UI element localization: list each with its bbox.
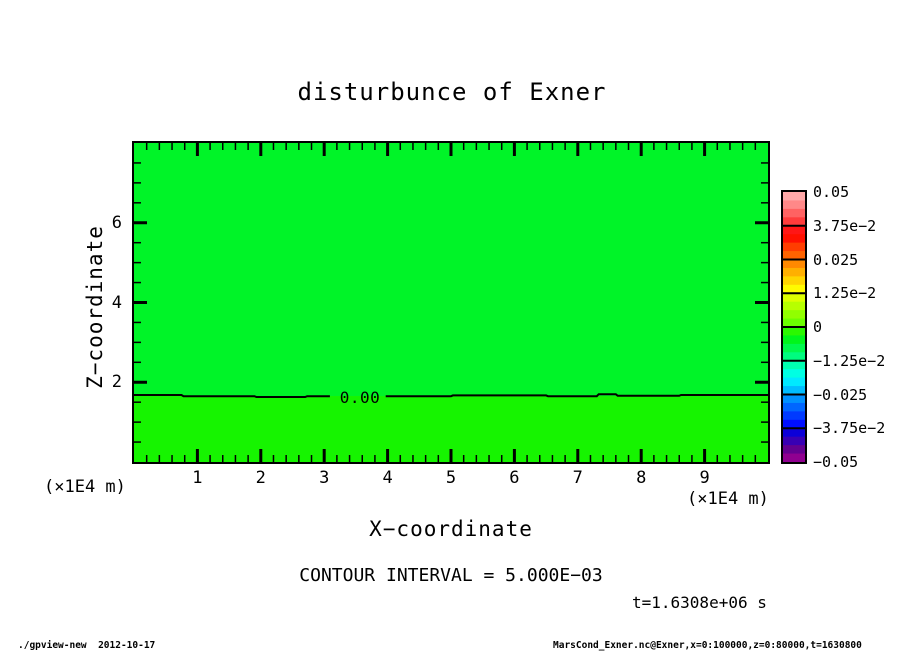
contour-plot-canvas <box>134 143 768 462</box>
colorbar-band <box>783 453 805 463</box>
colorbar-band <box>783 259 805 269</box>
x-tick-label: 4 <box>382 468 393 488</box>
region-above-contour <box>134 143 768 397</box>
contour-level-label: 0.00 <box>339 388 381 407</box>
x-tick-label: 7 <box>572 468 583 488</box>
colorbar-band <box>783 445 805 455</box>
colorbar-band <box>783 293 805 303</box>
y-axis-unit: (×1E4 m) <box>44 477 126 497</box>
colorbar-border <box>781 190 807 464</box>
y-tick-label: 6 <box>111 212 122 233</box>
colorbar-band <box>783 284 805 294</box>
plot-area: 0.00 <box>132 141 770 464</box>
colorbar-band <box>783 369 805 379</box>
colorbar-band <box>783 251 805 260</box>
colorbar-band <box>783 411 805 421</box>
colorbar-band <box>783 327 805 336</box>
colorbar-band <box>783 192 805 201</box>
colorbar-band <box>783 377 805 387</box>
colorbar-band <box>783 352 805 362</box>
colorbar-tick-label: 0 <box>813 318 823 336</box>
colorbar-band <box>783 242 805 252</box>
colorbar-tick-label: −0.025 <box>813 385 868 404</box>
y-tick-label: 2 <box>111 372 122 393</box>
colorbar-band <box>783 208 805 218</box>
footer-source: MarsCond_Exner.nc@Exner,x=0:100000,z=0:8… <box>553 640 862 651</box>
colorbar-band <box>783 402 805 412</box>
x-tick-label: 3 <box>319 468 330 488</box>
contour-line <box>385 393 768 398</box>
time-stamp: t=1.6308e+06 s <box>632 593 767 612</box>
colorbar-tick-label: 0.025 <box>813 250 859 269</box>
colorbar-band <box>783 225 805 235</box>
colorbar-band <box>783 360 805 370</box>
colorbar-band <box>783 318 805 328</box>
colorbar-band <box>783 343 805 353</box>
x-tick-label: 9 <box>699 468 710 488</box>
colorbar-band <box>783 301 805 311</box>
x-tick-label: 5 <box>445 468 457 488</box>
x-tick-label: 6 <box>509 468 520 488</box>
colorbar-band <box>783 386 805 395</box>
colorbar-tick-label: 1.25e−2 <box>813 284 877 303</box>
colorbar-tick-label: 0.05 <box>813 183 850 201</box>
colorbar-tick-label: 3.75e−2 <box>813 216 877 235</box>
colorbar-tick-label: −1.25e−2 <box>813 351 886 370</box>
colorbar-tick-label: −3.75e−2 <box>813 419 886 438</box>
contour-line <box>134 394 330 398</box>
colorbar-band <box>783 428 805 438</box>
colorbar-band <box>783 234 805 244</box>
colorbar-band <box>783 419 805 429</box>
colorbar-band <box>783 436 805 446</box>
y-tick-label: 4 <box>111 292 122 313</box>
x-tick-label: 8 <box>636 468 647 488</box>
x-axis-unit: (×1E4 m) <box>687 489 769 509</box>
colorbar-band <box>783 217 805 227</box>
colorbar-band <box>783 200 805 210</box>
chart-title: disturbunce of Exner <box>297 78 607 106</box>
colorbar-band <box>783 394 805 404</box>
colorbar-band <box>783 335 805 345</box>
colorbar-tick-label: −0.05 <box>813 453 859 471</box>
x-tick-label: 2 <box>255 468 266 488</box>
colorbar-band <box>783 276 805 286</box>
colorbar-band <box>783 310 805 320</box>
colorbar-band <box>783 267 805 277</box>
footer-command: ./gpview-new 2012-10-17 <box>18 640 156 651</box>
x-axis-title: X−coordinate <box>369 517 533 541</box>
colorbar <box>781 190 807 464</box>
x-tick-label: 1 <box>192 468 203 488</box>
contour-interval-text: CONTOUR INTERVAL = 5.000E−03 <box>299 565 603 586</box>
